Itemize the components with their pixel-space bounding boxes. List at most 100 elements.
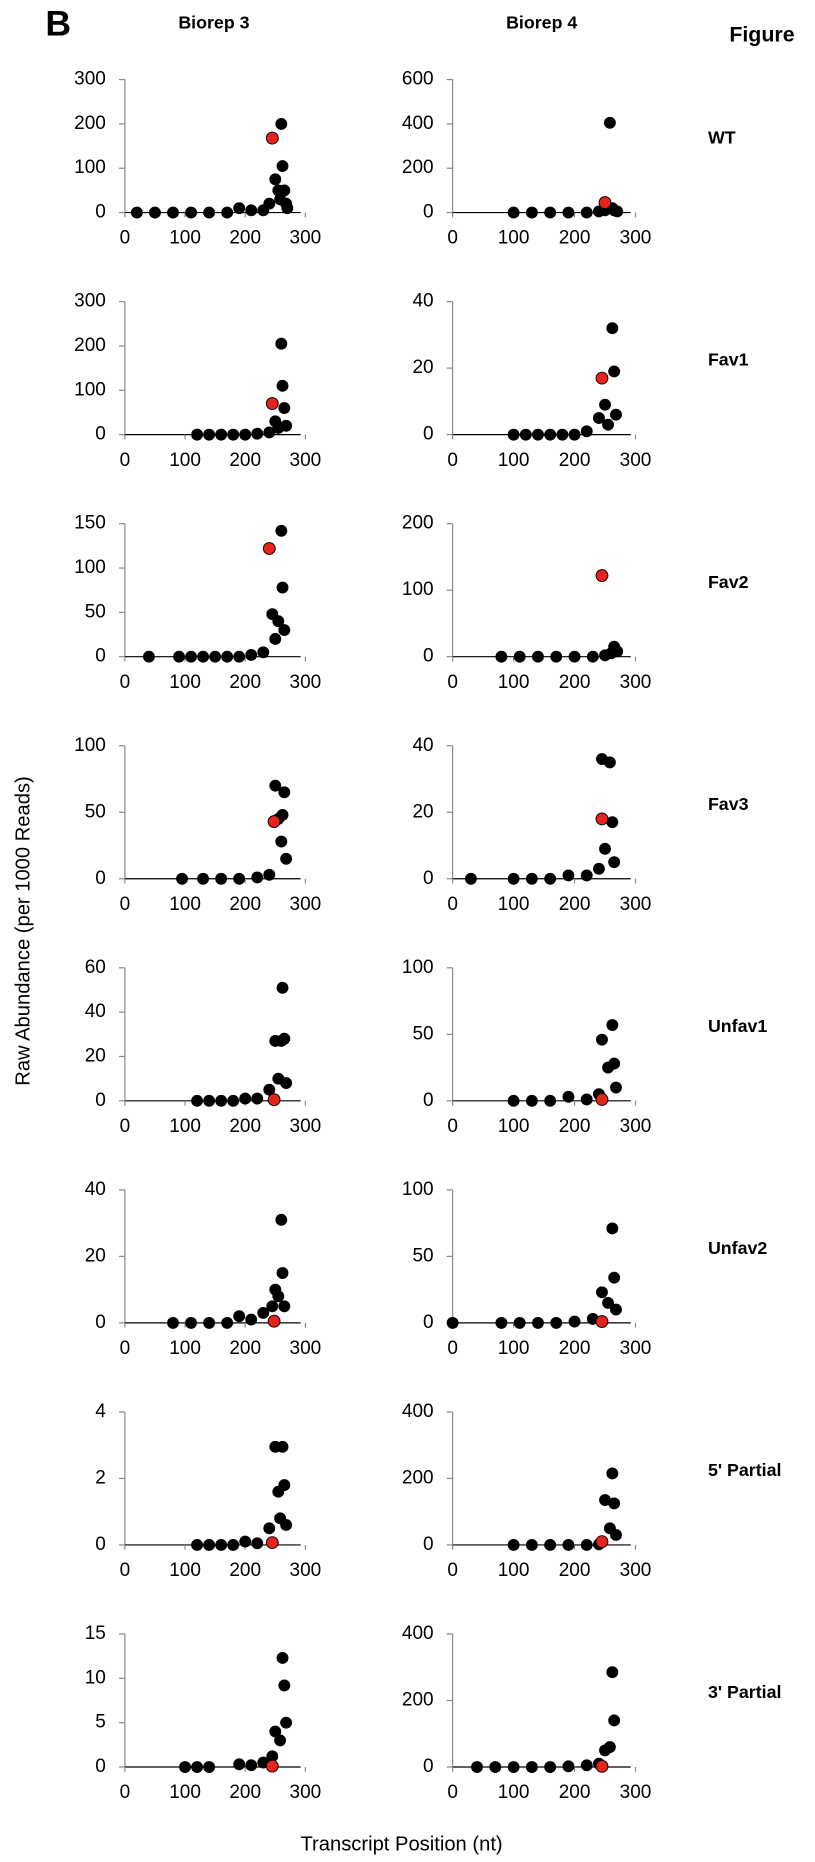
data-point — [595, 1759, 609, 1773]
x-tick-label: 200 — [229, 228, 261, 249]
data-point — [606, 1666, 619, 1679]
data-point — [592, 412, 605, 424]
data-point — [507, 1539, 520, 1551]
y-tick-label: 0 — [95, 202, 106, 223]
y-tick-label: 0 — [423, 424, 434, 445]
y-tick-label: 20 — [412, 357, 433, 378]
x-tick-label: 200 — [559, 450, 591, 471]
data-point — [266, 1750, 279, 1763]
data-point — [580, 1539, 593, 1551]
x-tick-label: 100 — [169, 228, 201, 249]
data-point — [239, 428, 252, 441]
y-tick-label: 2 — [95, 1467, 106, 1488]
y-tick-label: 50 — [85, 801, 106, 822]
data-point — [550, 650, 563, 663]
data-point — [550, 1316, 563, 1329]
data-point — [245, 1313, 258, 1326]
x-tick-label: 200 — [229, 1560, 261, 1581]
x-tick-label: 100 — [498, 1560, 530, 1581]
data-point — [275, 117, 288, 130]
data-point — [185, 650, 197, 663]
x-tick-label: 300 — [620, 894, 652, 915]
x-tick-label: 0 — [447, 1116, 458, 1137]
data-point — [263, 868, 276, 881]
data-point — [267, 815, 281, 828]
x-tick-label: 300 — [290, 1560, 322, 1581]
x-tick-label: 100 — [169, 450, 201, 471]
data-point — [276, 581, 289, 594]
x-tick-label: 200 — [229, 1338, 261, 1359]
data-point — [239, 1535, 252, 1548]
y-tick-label: 100 — [74, 557, 106, 578]
data-point — [280, 419, 293, 432]
data-point — [525, 1761, 538, 1773]
data-point — [562, 206, 575, 219]
data-point — [149, 206, 161, 219]
x-tick-label: 300 — [620, 672, 652, 693]
data-point — [227, 1539, 240, 1551]
x-tick-label: 200 — [229, 1116, 261, 1137]
data-point — [507, 206, 520, 219]
data-point — [278, 624, 291, 637]
y-tick-label: 40 — [85, 1001, 106, 1022]
data-point — [513, 650, 526, 663]
data-point — [568, 1315, 581, 1328]
y-tick-label: 50 — [412, 1023, 433, 1044]
y-tick-label: 400 — [402, 1401, 434, 1422]
data-point — [269, 1725, 282, 1738]
data-point — [606, 1467, 619, 1480]
x-tick-label: 0 — [120, 450, 131, 471]
data-point — [525, 1094, 538, 1107]
data-point — [280, 1716, 293, 1729]
data-point — [281, 202, 294, 215]
x-tick-label: 100 — [169, 894, 201, 915]
data-point — [562, 1539, 575, 1551]
x-tick-label: 100 — [498, 1782, 530, 1803]
x-tick-label: 100 — [169, 1560, 201, 1581]
y-tick-label: 100 — [402, 957, 434, 978]
y-tick-label: 5 — [95, 1712, 106, 1733]
data-point — [265, 1536, 279, 1550]
x-tick-label: 100 — [498, 894, 530, 915]
x-tick-label: 200 — [559, 894, 591, 915]
data-point — [167, 206, 179, 219]
data-point — [608, 1714, 621, 1727]
data-point — [239, 1092, 252, 1105]
data-point — [275, 524, 288, 537]
data-point — [185, 1316, 197, 1329]
y-tick-label: 0 — [95, 1534, 106, 1555]
data-point — [544, 206, 557, 219]
data-point — [272, 615, 285, 628]
data-point — [610, 1081, 622, 1094]
x-tick-label: 300 — [290, 1338, 322, 1359]
data-point — [278, 1300, 291, 1313]
data-point — [580, 206, 593, 219]
x-tick-label: 0 — [447, 672, 458, 693]
data-point — [446, 1316, 459, 1329]
data-point — [203, 206, 216, 219]
data-point — [276, 808, 289, 821]
data-point — [191, 1539, 204, 1551]
data-point — [173, 650, 185, 663]
data-point — [245, 1759, 258, 1772]
data-point — [513, 1316, 526, 1329]
x-tick-label: 300 — [620, 1560, 652, 1581]
x-tick-label: 300 — [290, 450, 322, 471]
data-point — [176, 872, 188, 885]
data-point — [278, 786, 291, 799]
data-point — [245, 648, 258, 661]
y-tick-label: 200 — [74, 113, 106, 134]
y-tick-label: 200 — [402, 513, 434, 534]
data-point — [275, 337, 288, 350]
row-label: Fav3 — [708, 794, 749, 814]
y-tick-label: 50 — [85, 601, 106, 622]
data-point — [262, 542, 276, 555]
column-header: Biorep 3 — [178, 12, 249, 32]
data-point — [599, 842, 611, 855]
data-point — [203, 1316, 216, 1329]
data-point — [606, 816, 619, 829]
y-tick-label: 100 — [74, 735, 106, 756]
